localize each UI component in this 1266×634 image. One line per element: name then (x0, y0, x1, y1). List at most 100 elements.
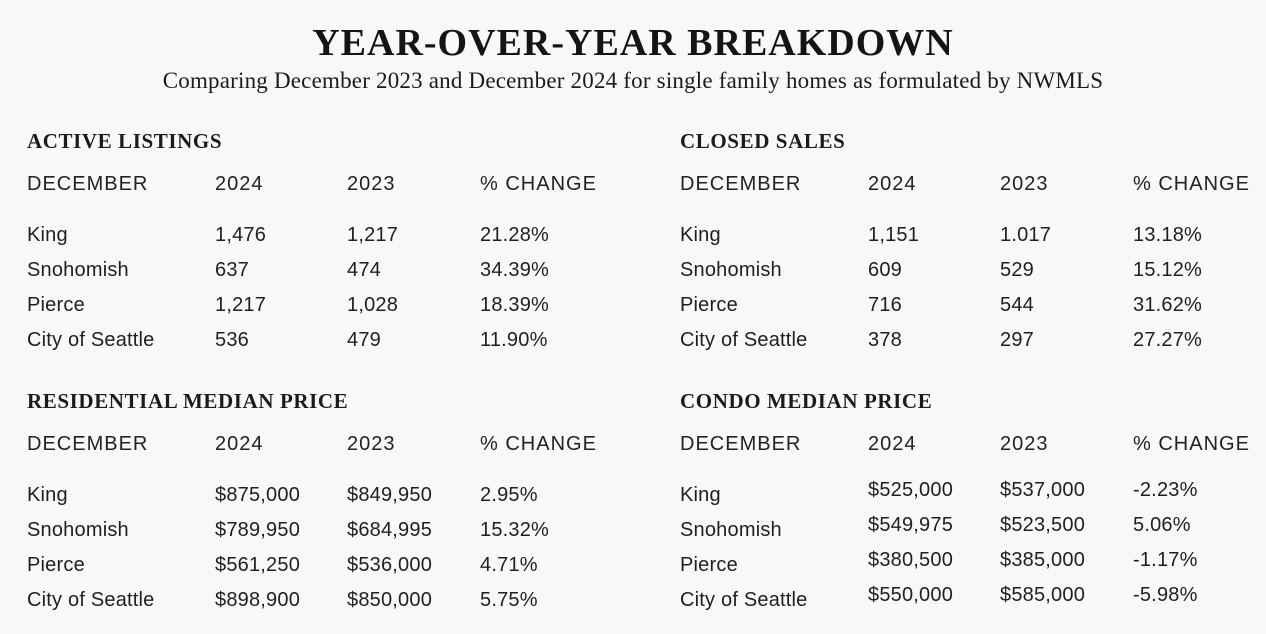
cell-change: 15.12% (1133, 259, 1203, 281)
cell-2024: $549,975 (868, 514, 954, 536)
cell-2023: 544 (1000, 294, 1034, 316)
cell-2024: 637 (215, 259, 249, 281)
col-header-2023: 2023 (1000, 433, 1049, 455)
col-header-2024: 2024 (215, 433, 264, 455)
cell-2023: $850,000 (347, 589, 433, 611)
col-header-2023: 2023 (347, 173, 396, 195)
cell-change: 21.28% (480, 224, 550, 246)
cell-county: City of Seattle (680, 589, 808, 611)
cell-change: -2.23% (1133, 479, 1198, 501)
col-header-change: % CHANGE (480, 433, 597, 455)
cell-change: 2.95% (480, 484, 538, 506)
cell-2024: $550,000 (868, 584, 954, 606)
cell-county: City of Seattle (27, 589, 155, 611)
cell-2024: 536 (215, 329, 249, 351)
cell-county: King (680, 224, 721, 246)
cell-change: 27.27% (1133, 329, 1203, 351)
cell-2024: 1,476 (215, 224, 267, 246)
table-row-snohomish: Snohomish $549,975 $523,500 5.06% (680, 513, 1266, 548)
col-header-december: DECEMBER (680, 173, 802, 195)
cell-2023: 1.017 (1000, 224, 1052, 246)
cell-2023: $536,000 (347, 554, 433, 576)
cell-2023: $537,000 (1000, 479, 1086, 501)
section-title-closed-sales: CLOSED SALES (680, 129, 846, 153)
col-header-december: DECEMBER (680, 433, 802, 455)
cell-change: -1.17% (1133, 549, 1198, 571)
table-row-city-of-seattle: City of Seattle 536 479 11.90% (27, 323, 620, 358)
cell-2024: $875,000 (215, 484, 301, 506)
cell-county: King (27, 224, 68, 246)
cell-county: King (27, 484, 68, 506)
cell-2023: $385,000 (1000, 549, 1086, 571)
cell-2023: 529 (1000, 259, 1034, 281)
section-title-condo-median-price: CONDO MEDIAN PRICE (680, 389, 933, 413)
table-residential-median-price: RESIDENTIAL MEDIAN PRICE DECEMBER 2024 2… (27, 390, 620, 618)
cell-county: Pierce (27, 554, 85, 576)
table-row-king: King 1,476 1,217 21.28% (27, 218, 620, 253)
cell-2023: $523,500 (1000, 514, 1086, 536)
table-header-row: DECEMBER 2024 2023 % CHANGE (27, 173, 620, 195)
cell-change: 4.71% (480, 554, 538, 576)
col-header-2024: 2024 (868, 173, 917, 195)
cell-county: Pierce (680, 554, 738, 576)
col-header-change: % CHANGE (1133, 433, 1250, 455)
table-row-city-of-seattle: City of Seattle $898,900 $850,000 5.75% (27, 583, 620, 618)
table-row-king: King $875,000 $849,950 2.95% (27, 478, 620, 513)
cell-2023: 479 (347, 329, 381, 351)
table-active-listings: ACTIVE LISTINGS DECEMBER 2024 2023 % CHA… (27, 130, 620, 358)
cell-change: 31.62% (1133, 294, 1203, 316)
cell-change: 18.39% (480, 294, 550, 316)
cell-county: Pierce (680, 294, 738, 316)
table-row-king: King $525,000 $537,000 -2.23% (680, 478, 1266, 513)
table-header-row: DECEMBER 2024 2023 % CHANGE (680, 173, 1266, 195)
cell-2024: $561,250 (215, 554, 301, 576)
table-header-row: DECEMBER 2024 2023 % CHANGE (27, 433, 620, 455)
col-header-december: DECEMBER (27, 433, 149, 455)
cell-2023: 297 (1000, 329, 1034, 351)
table-row-snohomish: Snohomish 637 474 34.39% (27, 253, 620, 288)
section-title-active-listings: ACTIVE LISTINGS (27, 129, 223, 153)
cell-2024: 1,217 (215, 294, 267, 316)
cell-2023: $585,000 (1000, 584, 1086, 606)
page-subtitle: Comparing December 2023 and December 202… (162, 68, 1104, 93)
cell-change: 11.90% (480, 329, 548, 351)
col-header-2023: 2023 (1000, 173, 1049, 195)
cell-2023: $849,950 (347, 484, 433, 506)
cell-county: King (680, 484, 721, 506)
table-row-king: King 1,151 1.017 13.18% (680, 218, 1266, 253)
cell-2024: $380,500 (868, 549, 954, 571)
table-closed-sales: CLOSED SALES DECEMBER 2024 2023 % CHANGE… (680, 130, 1266, 358)
table-row-pierce: Pierce 1,217 1,028 18.39% (27, 288, 620, 323)
cell-change: -5.98% (1133, 584, 1198, 606)
table-row-city-of-seattle: City of Seattle $550,000 $585,000 -5.98% (680, 583, 1266, 618)
cell-county: Snohomish (680, 259, 782, 281)
cell-2023: 474 (347, 259, 381, 281)
cell-change: 5.75% (480, 589, 538, 611)
cell-2024: $789,950 (215, 519, 301, 541)
cell-change: 5.06% (1133, 514, 1191, 536)
cell-county: Pierce (27, 294, 85, 316)
col-header-2024: 2024 (215, 173, 264, 195)
tables-grid: ACTIVE LISTINGS DECEMBER 2024 2023 % CHA… (0, 130, 1266, 618)
table-row-snohomish: Snohomish 609 529 15.12% (680, 253, 1266, 288)
col-header-2024: 2024 (868, 433, 917, 455)
cell-county: City of Seattle (27, 329, 155, 351)
table-row-snohomish: Snohomish $789,950 $684,995 15.32% (27, 513, 620, 548)
cell-change: 13.18% (1133, 224, 1203, 246)
cell-county: Snohomish (27, 519, 129, 541)
cell-county: City of Seattle (680, 329, 808, 351)
table-row-city-of-seattle: City of Seattle 378 297 27.27% (680, 323, 1266, 358)
col-header-december: DECEMBER (27, 173, 149, 195)
table-row-pierce: Pierce $561,250 $536,000 4.71% (27, 548, 620, 583)
table-condo-median-price: CONDO MEDIAN PRICE DECEMBER 2024 2023 % … (680, 390, 1266, 618)
table-row-pierce: Pierce $380,500 $385,000 -1.17% (680, 548, 1266, 583)
cell-county: Snohomish (27, 259, 129, 281)
page-title: YEAR-OVER-YEAR BREAKDOWN (312, 22, 954, 64)
cell-2023: 1,028 (347, 294, 399, 316)
cell-2024: 716 (868, 294, 902, 316)
cell-2023: $684,995 (347, 519, 433, 541)
col-header-change: % CHANGE (480, 173, 597, 195)
cell-2024: $898,900 (215, 589, 301, 611)
col-header-2023: 2023 (347, 433, 396, 455)
